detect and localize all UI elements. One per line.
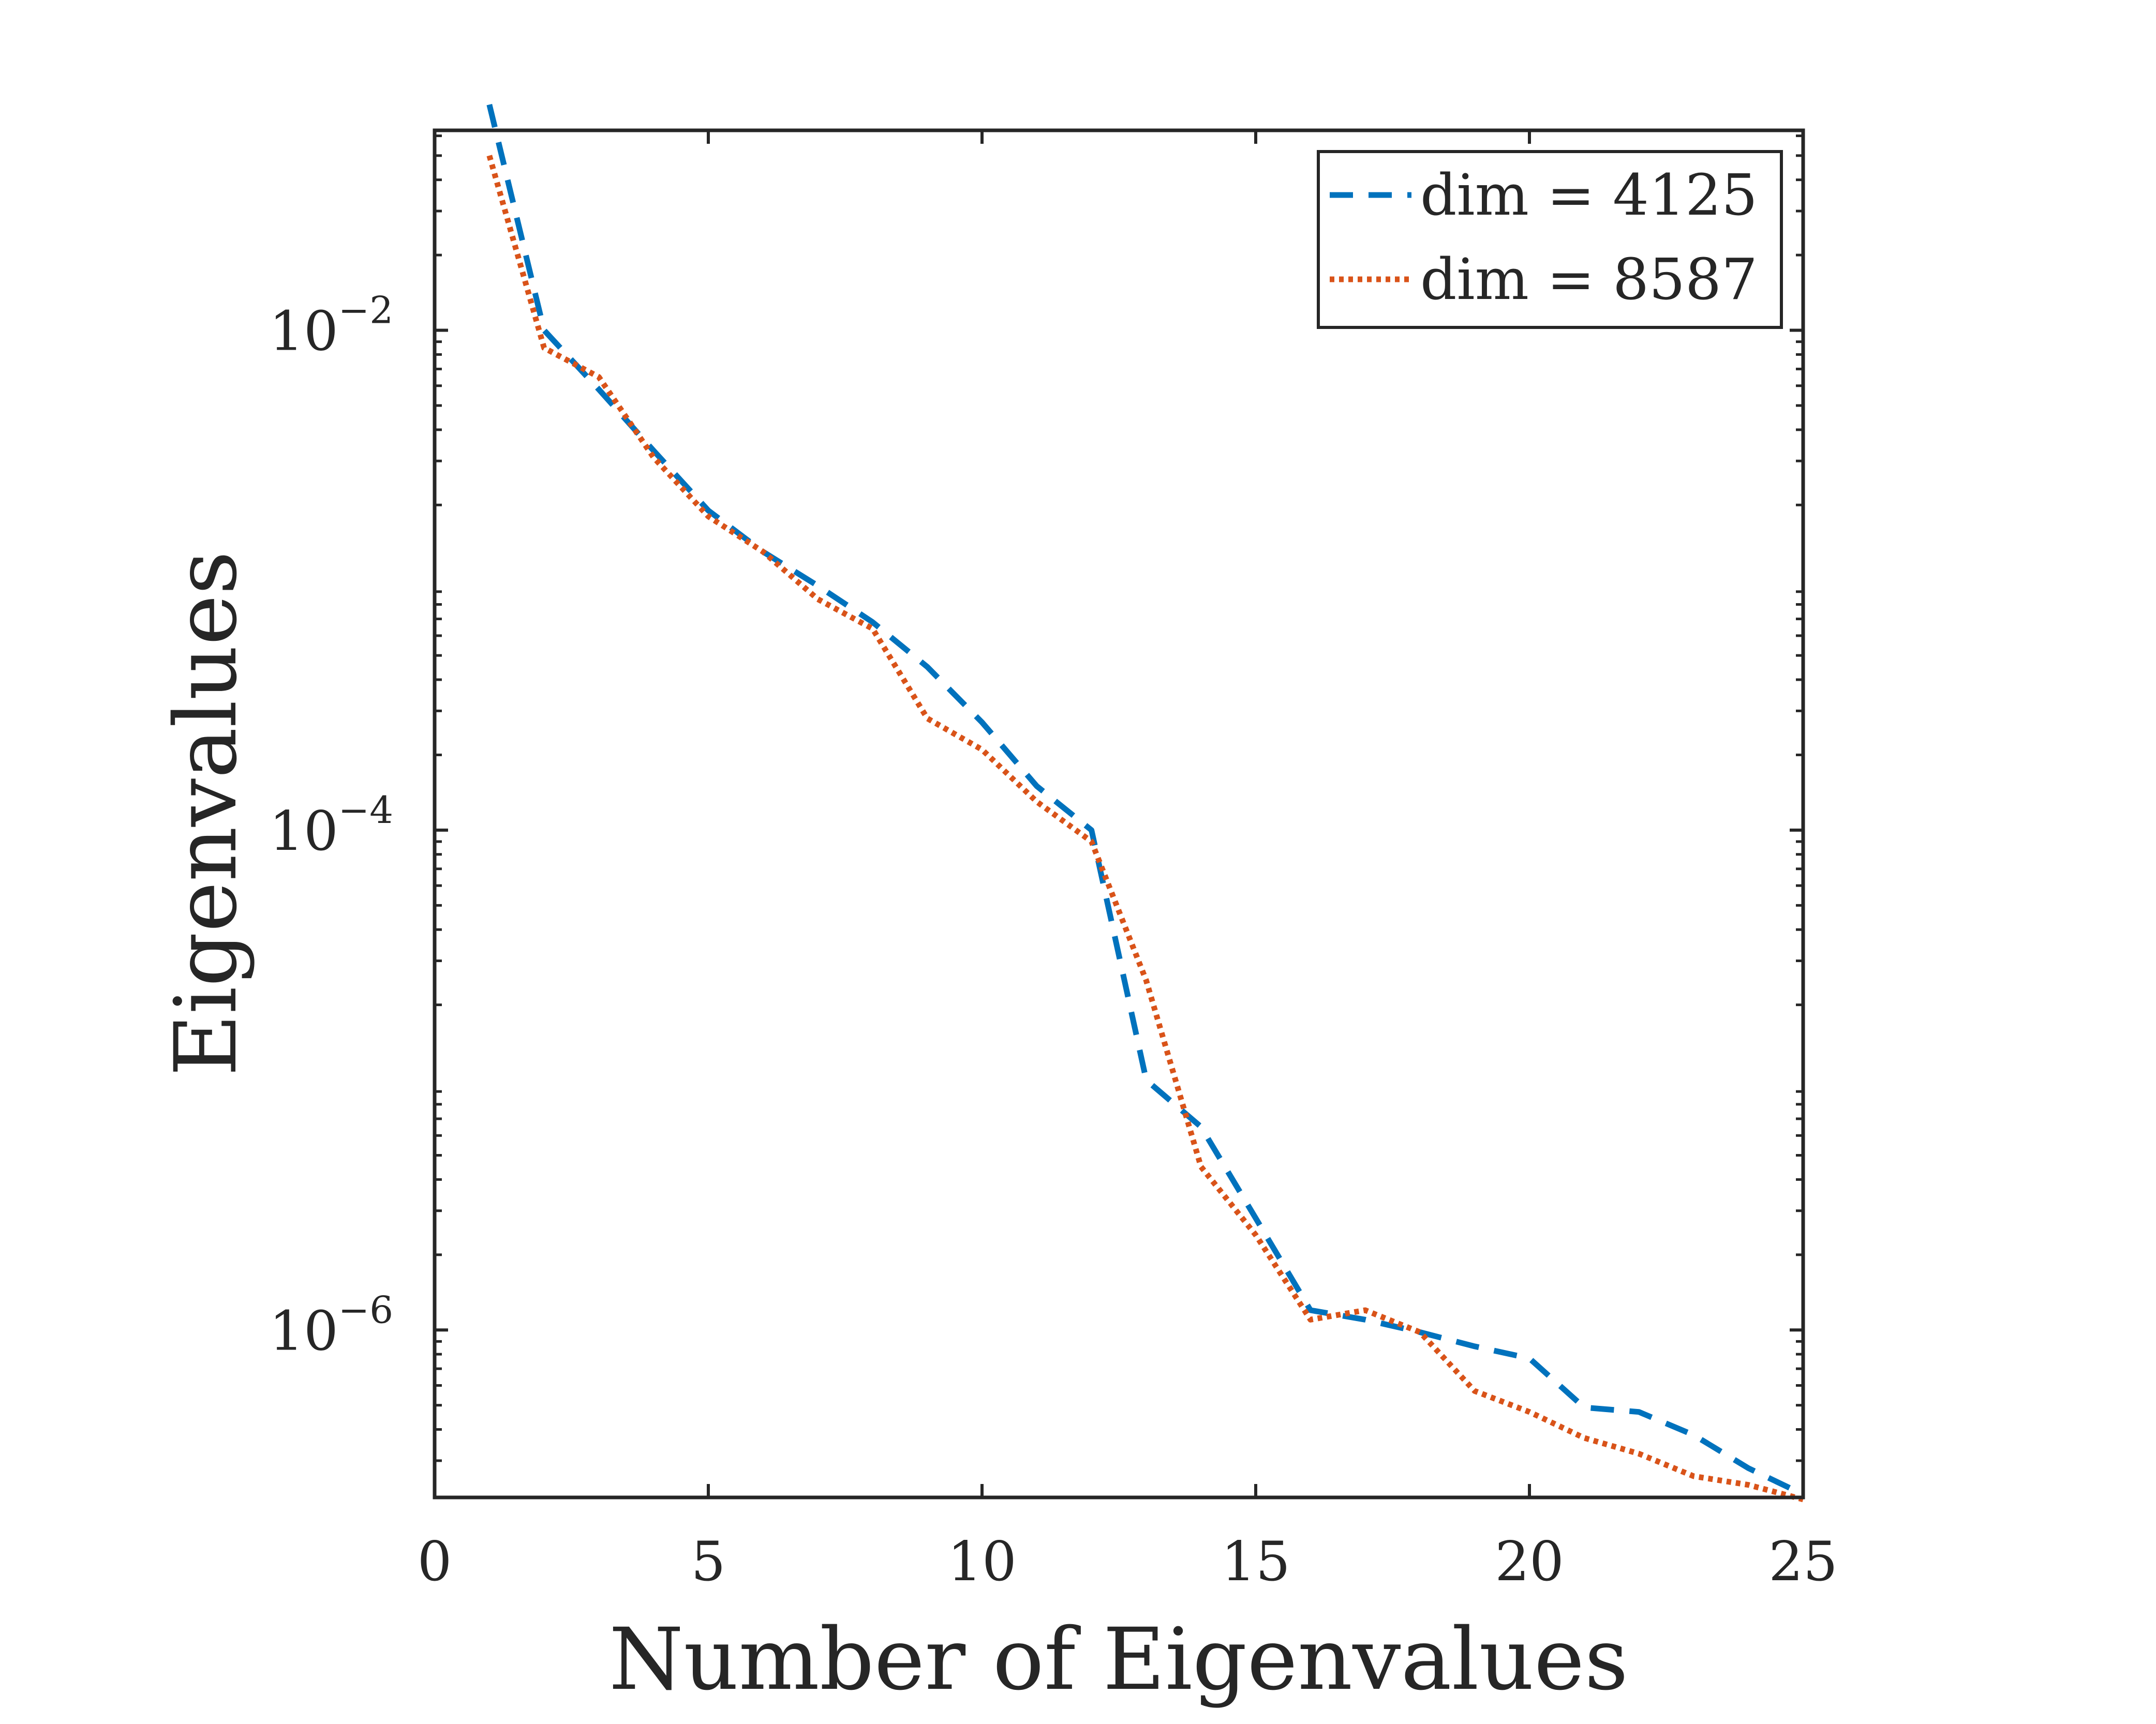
y-tick-label-exponent: −2 bbox=[338, 289, 393, 332]
y-tick-label-exponent: −4 bbox=[338, 788, 393, 832]
y-tick-label-base: 10 bbox=[269, 800, 338, 863]
series-line-dim-4125 bbox=[486, 103, 1805, 1497]
y-tick-label: 10−4 bbox=[269, 788, 393, 863]
y-tick-label: 10−6 bbox=[269, 1288, 393, 1362]
x-tick-label: 5 bbox=[691, 1530, 726, 1593]
x-tick-label: 15 bbox=[1221, 1530, 1290, 1593]
plot-frame bbox=[433, 128, 1805, 1500]
y-tick-label: 10−2 bbox=[269, 289, 393, 363]
legend-box bbox=[1317, 150, 1783, 329]
x-tick-label: 10 bbox=[947, 1530, 1017, 1593]
y-tick-label-base: 10 bbox=[269, 300, 338, 363]
x-tick-labels: 0 5 10 15 20 25 bbox=[418, 1530, 1838, 1593]
plot-area bbox=[435, 130, 1803, 1497]
x-tick-label: 25 bbox=[1768, 1530, 1838, 1593]
x-axis-title: Number of Eigenvalues bbox=[609, 1610, 1628, 1709]
y-tick-label-base: 10 bbox=[269, 1299, 338, 1362]
y-tick-label-exponent: −6 bbox=[338, 1288, 393, 1331]
series-layer bbox=[486, 103, 1805, 1503]
series-line-dim-8587 bbox=[486, 155, 1804, 1503]
x-tick-label: 0 bbox=[418, 1530, 452, 1593]
legend-label-dim-4125: dim = 4125 bbox=[1420, 162, 1758, 228]
legend-label-dim-8587: dim = 8587 bbox=[1420, 246, 1758, 312]
y-tick-labels: 10−210−410−6 bbox=[269, 289, 393, 1363]
x-tick-label: 20 bbox=[1495, 1530, 1564, 1593]
y-axis-title: Eigenvalues bbox=[156, 551, 256, 1076]
legend: dim = 4125 dim = 8587 bbox=[1317, 150, 1783, 329]
